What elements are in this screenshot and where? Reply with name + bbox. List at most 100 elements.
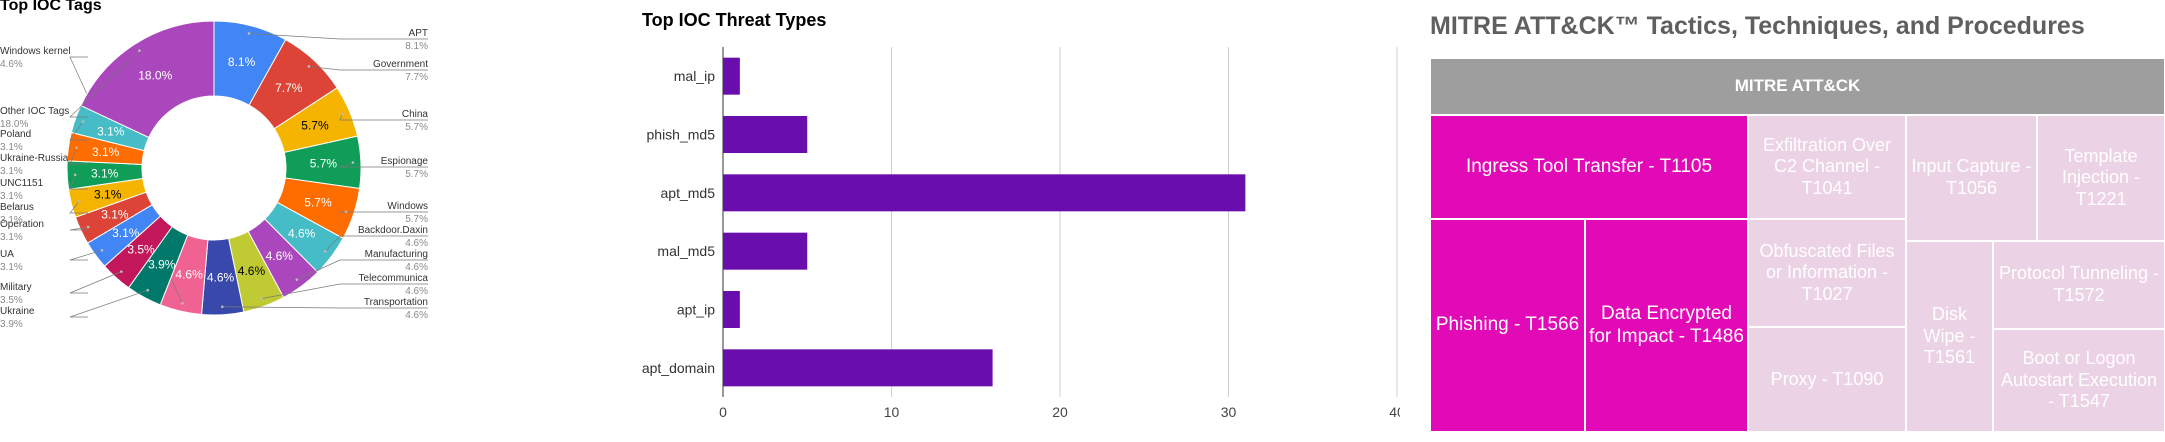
slice-legend-value: 3.1% xyxy=(0,262,23,273)
slice-legend-value: 4.6% xyxy=(405,238,428,249)
leader-dot xyxy=(296,278,299,281)
slice-value-label: 7.7% xyxy=(275,81,303,95)
bar[interactable] xyxy=(723,116,807,153)
treemap-cell-label: Phishing - T1566 xyxy=(1436,314,1579,337)
leader-dot xyxy=(260,297,263,300)
slice-legend-label: APT xyxy=(409,28,428,39)
treemap-cell[interactable]: Protocol Tunneling - T1572 xyxy=(1993,241,2165,329)
leader-dot xyxy=(341,113,344,116)
treemap-cell-label: Input Capture - T1056 xyxy=(1910,156,2033,199)
treemap-cell-label: Data Encrypted for Impact - T1486 xyxy=(1589,303,1744,349)
treemap-cell[interactable]: Template Injection - T1221 xyxy=(2037,115,2165,241)
threat-types-bars: 010203040mal_ipphish_md5apt_md5mal_md5ap… xyxy=(630,0,1400,437)
category-label: apt_domain xyxy=(642,360,715,376)
threat-types-title: Top IOC Threat Types xyxy=(642,10,826,31)
slice-legend-label: Belarus xyxy=(0,202,34,213)
slice-legend-value: 3.1% xyxy=(0,166,23,177)
threat-types-chart: Top IOC Threat Types 010203040mal_ipphis… xyxy=(630,0,1400,437)
slice-legend-label: Military xyxy=(0,282,32,293)
leader-dot xyxy=(308,65,311,68)
leader-dot xyxy=(75,146,78,149)
slice-legend-label: Telecommunica xyxy=(359,273,429,284)
slice-value-label: 5.7% xyxy=(304,195,332,209)
slice-legend-label: Windows kernel xyxy=(0,46,71,57)
x-tick-label: 40 xyxy=(1389,404,1400,420)
slice-value-label: 3.9% xyxy=(148,257,176,271)
slice-legend-value: 4.6% xyxy=(0,59,23,70)
bar[interactable] xyxy=(723,233,807,270)
x-tick-label: 0 xyxy=(719,404,727,420)
slice-legend-value: 4.6% xyxy=(405,286,428,297)
slice-value-label: 3.1% xyxy=(101,208,129,222)
leader-dot xyxy=(138,49,141,52)
treemap-cell[interactable]: Obfuscated Files or Information - T1027 xyxy=(1748,219,1906,327)
slice-legend-value: 7.7% xyxy=(405,72,428,83)
slice-value-label: 5.7% xyxy=(310,157,338,171)
category-label: apt_ip xyxy=(677,302,715,318)
slice-legend-value: 5.7% xyxy=(405,214,428,225)
bar[interactable] xyxy=(723,174,1245,211)
x-tick-label: 20 xyxy=(1052,404,1068,420)
slice-legend-label: Backdoor.Daxin xyxy=(358,225,428,236)
leader-dot xyxy=(146,289,149,292)
leader-dot xyxy=(101,249,104,252)
treemap-cell[interactable]: Data Encrypted for Impact - T1486 xyxy=(1585,219,1748,432)
category-label: apt_md5 xyxy=(661,185,716,201)
leader-dot xyxy=(221,305,224,308)
treemap-cell-label: Exfiltration Over C2 Channel - T1041 xyxy=(1752,135,1902,200)
treemap-cell-label: Disk Wipe - T1561 xyxy=(1910,304,1989,369)
ioc-tags-donut: 8.1%APT8.1%7.7%Government7.7%5.7%China5.… xyxy=(0,0,600,437)
leader-dot xyxy=(82,120,85,123)
slice-legend-label: Government xyxy=(373,59,428,70)
treemap-cell[interactable]: Ingress Tool Transfer - T1105 xyxy=(1430,115,1748,219)
treemap-cell-label: Template Injection - T1221 xyxy=(2041,146,2161,211)
slice-value-label: 3.1% xyxy=(92,145,120,159)
treemap-cell[interactable]: Phishing - T1566 xyxy=(1430,219,1585,432)
slice-legend-value: 3.1% xyxy=(0,232,23,243)
slice-legend-value: 8.1% xyxy=(405,41,428,52)
leader-dot xyxy=(120,270,123,273)
slice-legend-label: UA xyxy=(0,249,14,260)
slice-value-label: 3.1% xyxy=(97,124,125,138)
slice-legend-value: 3.9% xyxy=(0,319,23,330)
slice-value-label: 3.5% xyxy=(127,243,155,257)
slice-value-label: 5.7% xyxy=(301,119,329,133)
slice-value-label: 4.6% xyxy=(207,270,235,284)
bar[interactable] xyxy=(723,58,740,95)
slice-value-label: 18.0% xyxy=(138,69,172,83)
slice-legend-value: 3.1% xyxy=(0,191,23,202)
leader-dot xyxy=(78,200,81,203)
leader-line xyxy=(70,272,121,293)
x-tick-label: 30 xyxy=(1221,404,1237,420)
slice-legend-label: Espionage xyxy=(381,156,429,167)
slice-legend-label: Manufacturing xyxy=(365,249,428,260)
treemap-cell-label: Protocol Tunneling - T1572 xyxy=(1997,263,2161,306)
category-label: phish_md5 xyxy=(647,127,716,143)
slice-value-label: 3.1% xyxy=(112,226,140,240)
slice-legend-value: 18.0% xyxy=(0,119,28,130)
treemap-cell[interactable]: Disk Wipe - T1561 xyxy=(1906,241,1993,432)
mitre-title: MITRE ATT&CK™ Tactics, Techniques, and P… xyxy=(1430,12,2085,41)
treemap-cell[interactable]: Proxy - T1090 xyxy=(1748,327,1906,432)
treemap-root-header[interactable]: MITRE ATT&CK xyxy=(1430,58,2165,115)
leader-line xyxy=(70,290,148,317)
treemap-cell[interactable]: Exfiltration Over C2 Channel - T1041 xyxy=(1748,115,1906,219)
slice-value-label: 3.1% xyxy=(91,166,119,180)
treemap-cell[interactable]: Boot or Logon Autostart Execution - T154… xyxy=(1993,329,2165,432)
slice-legend-label: Transportation xyxy=(364,297,428,308)
treemap-root-label: MITRE ATT&CK xyxy=(1735,76,1861,96)
slice-value-label: 3.1% xyxy=(94,187,122,201)
bar[interactable] xyxy=(723,349,993,386)
leader-dot xyxy=(248,32,251,35)
bar[interactable] xyxy=(723,291,740,328)
slice-legend-label: UNC1151 xyxy=(0,178,44,189)
leader-dot xyxy=(352,161,355,164)
x-tick-label: 10 xyxy=(884,404,900,420)
slice-legend-label: Poland xyxy=(0,129,31,140)
category-label: mal_md5 xyxy=(657,243,715,259)
leader-dot xyxy=(87,226,90,229)
slice-legend-value: 3.5% xyxy=(0,295,23,306)
treemap-cell[interactable]: Input Capture - T1056 xyxy=(1906,115,2037,241)
leader-dot xyxy=(345,210,348,213)
mitre-treemap-panel: MITRE ATT&CK™ Tactics, Techniques, and P… xyxy=(1430,0,2165,437)
